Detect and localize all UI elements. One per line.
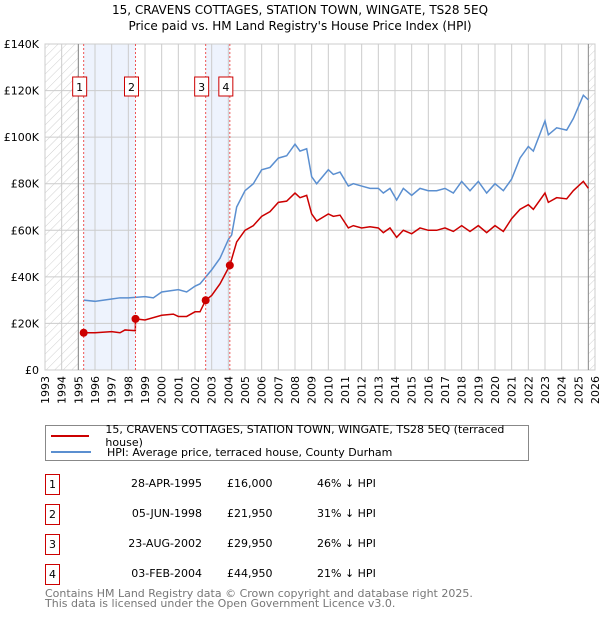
plot-border: [44, 43, 596, 371]
x-tick-label: 2011: [339, 376, 352, 404]
x-tick-label: 2020: [489, 376, 502, 404]
x-tick-label: 2014: [389, 376, 402, 404]
sale-label-box: [218, 76, 234, 97]
legend-label: 15, CRAVENS COTTAGES, STATION TOWN, WING…: [105, 423, 505, 449]
x-tick-label: 1999: [139, 376, 152, 404]
x-tick-label: 2025: [572, 376, 585, 404]
sale-hpi-diff: 46% ↓ HPI: [317, 477, 376, 490]
x-tick-label: 2022: [522, 376, 535, 404]
x-tick-label: 2008: [289, 376, 302, 404]
sale-label-box: [72, 76, 88, 97]
x-tick-label: 2019: [472, 376, 485, 404]
chart-subtitle: Price paid vs. HM Land Registry's House …: [128, 19, 471, 33]
legend-item-hpi: HPI: Average price, terraced house, Coun…: [46, 444, 392, 460]
sale-point: [225, 261, 234, 270]
footer-licence: This data is licensed under the Open Gov…: [45, 597, 396, 610]
sale-label: 1: [76, 81, 83, 94]
x-tick-label: 2000: [156, 376, 169, 404]
y-tick-label: £120K: [4, 85, 40, 98]
x-tick-label: 2003: [206, 376, 219, 404]
sale-label-box: [124, 76, 139, 97]
sale-label: 3: [198, 81, 205, 94]
x-tick-label: 2009: [306, 376, 319, 404]
hatched-region: [588, 44, 595, 370]
sale-number: 4: [45, 564, 60, 585]
x-tick-label: 2013: [372, 376, 385, 404]
sale-price: £21,950: [227, 507, 273, 520]
sale-label-box: [194, 76, 210, 97]
sale-hpi-diff: 31% ↓ HPI: [317, 507, 376, 520]
x-tick-label: 2007: [272, 376, 285, 404]
x-tick-label: 2010: [322, 376, 335, 404]
x-tick-label: 2015: [406, 376, 419, 404]
x-tick-label: 2018: [456, 376, 469, 404]
sale-hpi-diff: 21% ↓ HPI: [317, 567, 376, 580]
sale-row: 2 05-JUN-1998 £21,950 31% ↓ HPI: [45, 504, 445, 525]
sale-hpi-diff: 26% ↓ HPI: [317, 537, 376, 550]
legend-item-property: 15, CRAVENS COTTAGES, STATION TOWN, WING…: [46, 423, 528, 449]
footer-copyright: Contains HM Land Registry data © Crown c…: [45, 587, 473, 600]
sale-row: 4 03-FEB-2004 £44,950 21% ↓ HPI: [45, 564, 445, 585]
legend-red-line-swatch: [51, 435, 90, 437]
x-tick-label: 2005: [239, 376, 252, 404]
y-tick-label: £0: [25, 364, 39, 377]
x-tick-label: 2024: [556, 376, 569, 404]
x-tick-label: 1993: [39, 376, 52, 404]
x-tick-label: 2012: [356, 376, 369, 404]
price-chart: 15, CRAVENS COTTAGES, STATION TOWN, WING…: [4, 3, 600, 404]
sale-number: 3: [45, 534, 60, 555]
x-tick-label: 1996: [89, 376, 102, 404]
sale-date: 23-AUG-2002: [128, 537, 202, 550]
x-tick-label: 2002: [189, 376, 202, 404]
shaded-region: [205, 44, 230, 370]
y-tick-label: £80K: [11, 178, 40, 191]
sale-label: 2: [128, 81, 135, 94]
sale-date: 28-APR-1995: [130, 477, 202, 490]
x-tick-label: 2023: [539, 376, 552, 404]
sale-price: £29,950: [227, 537, 273, 550]
legend: 15, CRAVENS COTTAGES, STATION TOWN, WING…: [45, 423, 529, 461]
sale-number: 2: [45, 504, 60, 525]
hpi-line: [83, 93, 589, 303]
sale-date: 03-FEB-2004: [131, 567, 202, 580]
x-tick-label: 1997: [106, 376, 119, 404]
x-tick-label: 2001: [172, 376, 185, 404]
footer: Contains HM Land Registry data © Crown c…: [45, 587, 473, 610]
legend-blue-line-swatch: [51, 451, 91, 453]
sale-point: [201, 296, 210, 305]
x-tick-label: 1998: [122, 376, 135, 404]
sale-number: 1: [45, 474, 60, 495]
x-tick-label: 1994: [56, 376, 69, 404]
sale-label: 4: [222, 81, 229, 94]
y-tick-label: £40K: [11, 271, 40, 284]
sale-point: [79, 328, 88, 337]
sale-price: £44,950: [227, 567, 273, 580]
sale-point: [131, 314, 140, 323]
y-tick-label: £140K: [4, 38, 40, 51]
y-tick-label: £100K: [4, 131, 40, 144]
x-tick-label: 2021: [506, 376, 519, 404]
x-tick-label: 2004: [222, 376, 235, 404]
price-paid-line: [83, 180, 589, 334]
legend-label: HPI: Average price, terraced house, Coun…: [107, 445, 393, 459]
y-tick-label: £20K: [11, 317, 40, 330]
chart-title: 15, CRAVENS COTTAGES, STATION TOWN, WING…: [112, 3, 488, 17]
x-tick-label: 2026: [589, 376, 600, 404]
shaded-region: [83, 44, 136, 370]
sale-row: 1 28-APR-1995 £16,000 46% ↓ HPI: [45, 474, 445, 495]
x-tick-label: 1995: [72, 376, 85, 404]
x-tick-label: 2006: [256, 376, 269, 404]
x-tick-label: 2017: [439, 376, 452, 404]
sale-price: £16,000: [227, 477, 273, 490]
y-tick-label: £60K: [11, 224, 40, 237]
x-tick-label: 2016: [422, 376, 435, 404]
sale-row: 3 23-AUG-2002 £29,950 26% ↓ HPI: [45, 534, 445, 555]
sale-date: 05-JUN-1998: [131, 507, 202, 520]
